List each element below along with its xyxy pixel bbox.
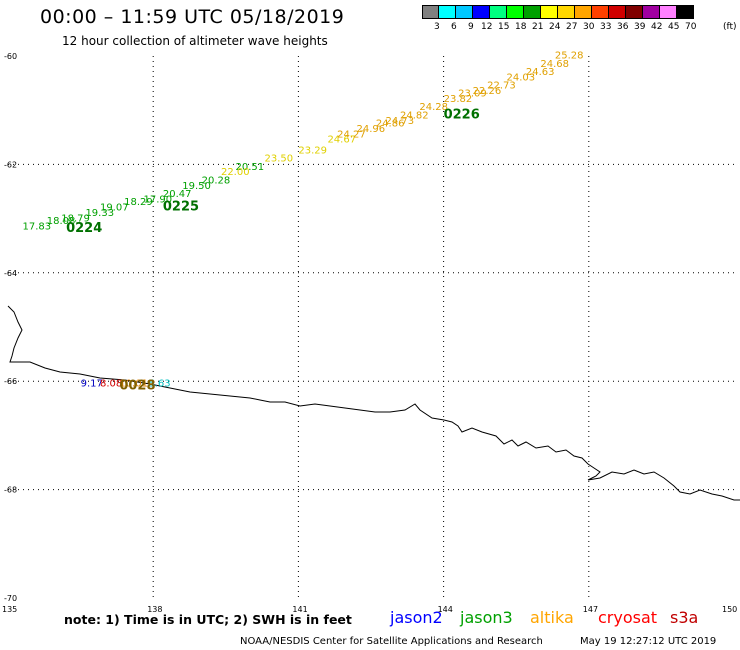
legend-swatch bbox=[575, 5, 592, 19]
swh-value-label: 24.28 bbox=[419, 102, 448, 113]
legend-swatch bbox=[609, 5, 626, 19]
lon-tick-label: 141 bbox=[292, 605, 307, 614]
legend-value-label: 18 bbox=[515, 22, 527, 32]
swh-value-label: 18.79 bbox=[61, 213, 90, 224]
legend-value-label: 70 bbox=[685, 22, 697, 32]
swh-value-label: 24.86 bbox=[376, 118, 405, 129]
lon-tick-label: 150 bbox=[722, 605, 737, 614]
legend-swatch bbox=[541, 5, 558, 19]
pass-time-label: 0224 bbox=[66, 221, 102, 236]
lon-tick-label: 144 bbox=[438, 605, 453, 614]
legend-value-label: 30 bbox=[583, 22, 595, 32]
legend-swatch bbox=[626, 5, 643, 19]
swh-value-label: 18.29 bbox=[124, 197, 153, 208]
swh-value-label: 22.00 bbox=[221, 167, 250, 178]
legend-swatch bbox=[422, 5, 439, 19]
color-legend bbox=[422, 5, 694, 19]
legend-labels: 3 6 9 12 15 18 21 24 27 30 33 36 39 42 45 70 (ft) bbox=[422, 22, 740, 34]
lat-tick-label: -64 bbox=[4, 269, 17, 278]
swh-value-label: 24.82 bbox=[400, 110, 429, 121]
swh-value-label: 24.96 bbox=[356, 124, 385, 135]
swh-value-label: 23.09 bbox=[458, 89, 487, 100]
swh-value-label: 23.50 bbox=[265, 154, 294, 165]
swh-value-label: 5.63 bbox=[148, 379, 170, 390]
antarctic-coastline bbox=[7, 305, 740, 501]
swh-value-label: 17.83 bbox=[23, 221, 52, 232]
satellite-name-cryosat: cryosat bbox=[598, 608, 658, 627]
swh-value-label: 25.28 bbox=[555, 51, 584, 62]
legend-value-label: 33 bbox=[600, 22, 612, 32]
lat-lon-grid bbox=[8, 56, 734, 598]
lon-tick-label: 135 bbox=[2, 605, 17, 614]
satellite-name-jason3: jason3 bbox=[460, 608, 513, 627]
pass-time-label: 0226 bbox=[444, 107, 480, 122]
axis-tick-labels: 135 138 141 144 147 150 -60 -62 -64 -66 -68 -70 bbox=[2, 52, 737, 614]
swh-value-label: 20.28 bbox=[202, 175, 231, 186]
swh-value-label: 24.67 bbox=[327, 135, 356, 146]
legend-swatch bbox=[524, 5, 541, 19]
swh-value-label: 17.90 bbox=[144, 194, 173, 205]
satellite-name-s3a: s3a bbox=[670, 608, 699, 627]
swh-value-label: 18.08 bbox=[47, 216, 76, 227]
swh-value-label: 24.63 bbox=[526, 67, 555, 78]
legend-value-label: 24 bbox=[549, 22, 561, 32]
swh-value-label: 22.73 bbox=[487, 81, 516, 92]
swh-value-label: 20.47 bbox=[163, 189, 192, 200]
swh-value-label: 22.26 bbox=[473, 86, 502, 97]
legend-swatch bbox=[677, 5, 694, 19]
lon-tick-label: 138 bbox=[147, 605, 162, 614]
lat-tick-label: -68 bbox=[4, 486, 17, 495]
swh-value-label: 24.73 bbox=[386, 116, 415, 127]
legend-unit-label: (ft) bbox=[723, 22, 737, 32]
legend-swatch bbox=[507, 5, 524, 19]
legend-value-label: 3 bbox=[434, 22, 440, 32]
map-subtitle: 12 hour collection of altimeter wave hei… bbox=[62, 34, 328, 48]
swh-value-label: 23.29 bbox=[298, 146, 327, 157]
legend-value-label: 21 bbox=[532, 22, 544, 32]
legend-value-label: 27 bbox=[566, 22, 578, 32]
satellite-name-altika: altika bbox=[530, 608, 574, 627]
pass-time-label: 0028 bbox=[119, 378, 155, 393]
legend-value-label: 42 bbox=[651, 22, 663, 32]
swh-value-label: 8.08 bbox=[100, 379, 122, 390]
wave-height-labels: 17.8318.0818.7919.3319.0718.2917.9020.47… bbox=[23, 51, 584, 394]
legend-swatch bbox=[456, 5, 473, 19]
generated-timestamp: May 19 12:27:12 UTC 2019 bbox=[580, 636, 717, 647]
pass-time-label: 0225 bbox=[163, 199, 199, 214]
legend-value-label: 9 bbox=[468, 22, 474, 32]
legend-value-label: 15 bbox=[498, 22, 510, 32]
lat-tick-label: -62 bbox=[4, 160, 17, 169]
legend-value-label: 6 bbox=[451, 22, 457, 32]
lat-tick-label: -60 bbox=[4, 52, 17, 61]
lat-tick-label: -70 bbox=[4, 594, 17, 603]
legend-swatch bbox=[643, 5, 660, 19]
legend-swatch bbox=[558, 5, 575, 19]
swh-value-label: 19.33 bbox=[85, 208, 114, 219]
swh-value-label: 19.50 bbox=[182, 181, 211, 192]
swh-value-label: 24.68 bbox=[540, 59, 569, 70]
swh-value-label: 9.17 bbox=[81, 379, 103, 390]
map-title: 00:00 – 11:59 UTC 05/18/2019 bbox=[40, 6, 345, 28]
legend-swatch bbox=[439, 5, 456, 19]
footnote: note: 1) Time is in UTC; 2) SWH is in fe… bbox=[64, 612, 352, 627]
swh-value-label: 23.82 bbox=[444, 94, 473, 105]
legend-swatch bbox=[592, 5, 609, 19]
legend-value-label: 39 bbox=[634, 22, 646, 32]
legend-value-label: 36 bbox=[617, 22, 629, 32]
lat-tick-label: -66 bbox=[4, 377, 17, 386]
swh-value-label: 24.03 bbox=[507, 72, 536, 83]
lon-tick-label: 147 bbox=[583, 605, 598, 614]
legend-swatch bbox=[490, 5, 507, 19]
legend-value-label: 45 bbox=[668, 22, 680, 32]
legend-swatch bbox=[660, 5, 677, 19]
swh-value-label: 19.07 bbox=[100, 202, 129, 213]
swh-value-label: 10.01 bbox=[119, 379, 148, 390]
credit-line: NOAA/NESDIS Center for Satellite Applica… bbox=[240, 636, 543, 647]
swh-value-label: 20.51 bbox=[235, 162, 264, 173]
satellite-name-jason2: jason2 bbox=[390, 608, 443, 627]
legend-swatch bbox=[473, 5, 490, 19]
swh-value-label: 24.27 bbox=[337, 129, 366, 140]
legend-value-label: 12 bbox=[481, 22, 493, 32]
